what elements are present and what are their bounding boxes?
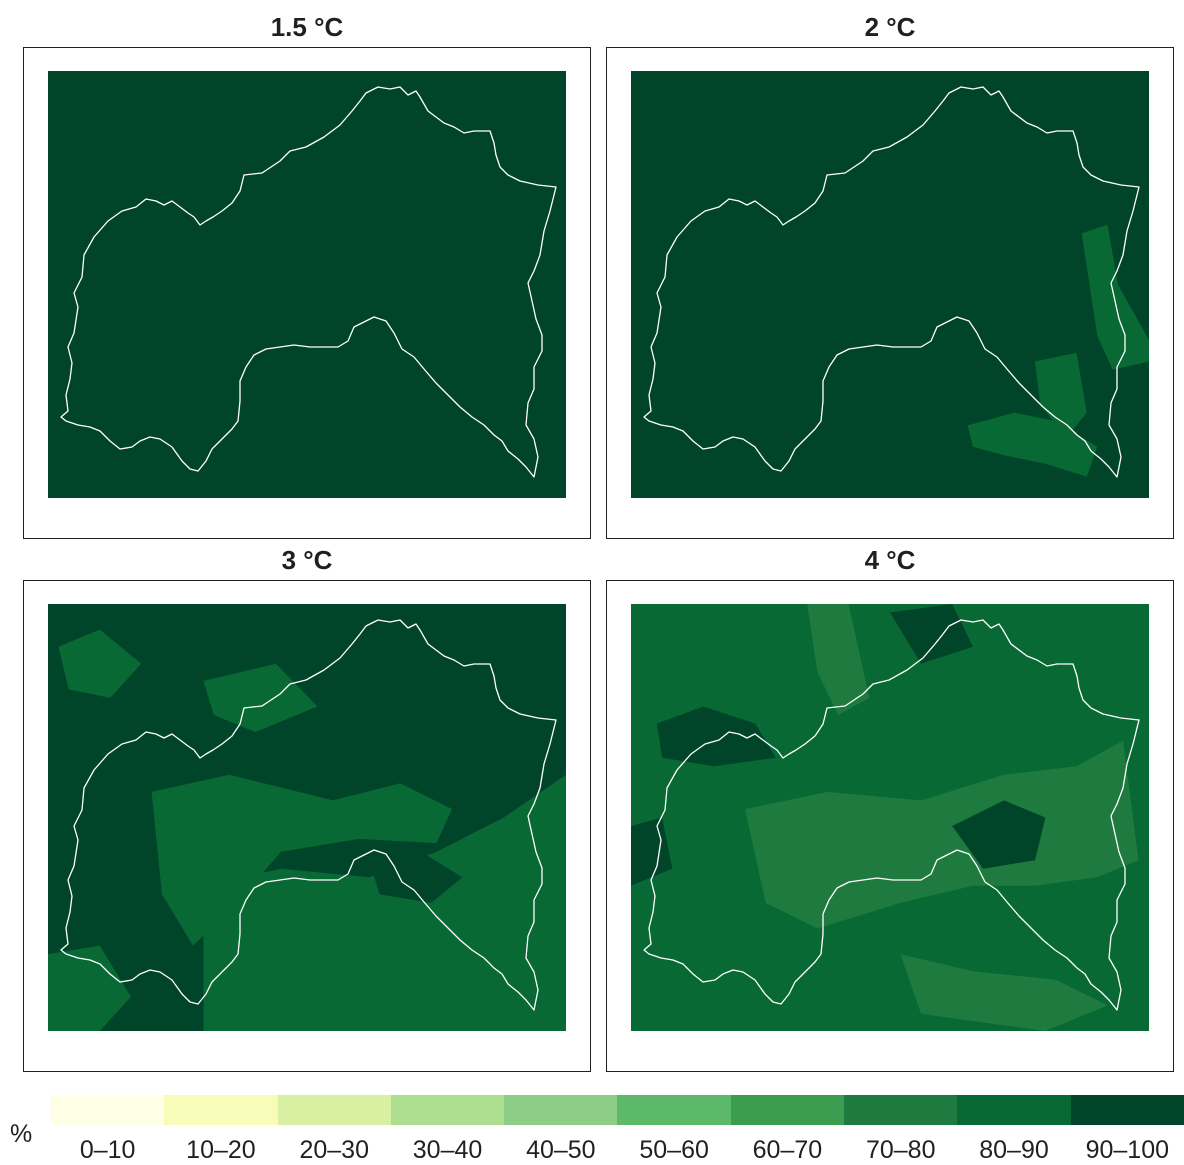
legend-swatch (1070, 1095, 1184, 1125)
map-raster-patch (890, 604, 973, 664)
legend-unit: % (10, 1120, 33, 1148)
map-raster-patch (656, 706, 776, 767)
map-raster-patch (900, 954, 1108, 1031)
legend-swatch (844, 1095, 958, 1125)
map-raster-patch (745, 740, 1139, 929)
basin-boundary (643, 619, 1140, 1011)
map (631, 604, 1149, 1031)
legend-swatch (617, 1095, 731, 1125)
basin-boundary (643, 86, 1140, 478)
legend-swatch (51, 1095, 165, 1125)
map-raster-patch (203, 774, 566, 1031)
map-raster-background (48, 71, 566, 498)
legend-label: 10–20 (186, 1136, 256, 1164)
map-raster-patch (1081, 224, 1149, 370)
map-panel-4c (606, 580, 1174, 1072)
legend-labels: 0–10 10–20 20–30 30–40 40–50 50–60 60–70 70–80 8… (51, 1136, 1184, 1165)
map-raster-patch (48, 945, 131, 1031)
legend-label: 60–70 (752, 1136, 823, 1164)
basin-boundary (60, 86, 557, 478)
map (48, 604, 566, 1031)
map (631, 71, 1149, 498)
panel-title: 4 °C (864, 545, 916, 575)
map-panel-2c (606, 47, 1174, 539)
legend-swatch (957, 1095, 1071, 1125)
legend-label: 0–10 (79, 1136, 136, 1164)
map-raster-patch (631, 817, 673, 886)
map-raster-patch (58, 629, 142, 698)
panel-title: 1.5 °C (270, 12, 344, 42)
panel-title: 2 °C (864, 12, 916, 42)
legend-swatch (504, 1095, 618, 1125)
legend-label: 90–100 (1085, 1136, 1170, 1164)
legend-swatch (390, 1095, 505, 1125)
legend-label: 80–90 (979, 1136, 1049, 1164)
legend-colorbar (51, 1095, 1184, 1125)
panel-title: 3 °C (281, 545, 333, 575)
legend-swatch (730, 1095, 845, 1125)
map-raster-patch (1035, 352, 1087, 439)
map-raster-patch (203, 663, 318, 733)
legend-swatch (164, 1095, 278, 1125)
basin-boundary (60, 619, 557, 1011)
map-panel-3c (23, 580, 591, 1072)
legend-label: 30–40 (412, 1136, 483, 1164)
legend-label: 70–80 (865, 1136, 936, 1164)
legend-swatch (277, 1095, 391, 1125)
map-panel-1-5c (23, 47, 591, 539)
map-raster-patch (807, 604, 870, 715)
legend-label: 40–50 (526, 1136, 596, 1164)
map (48, 71, 566, 498)
legend-label: 20–30 (299, 1136, 369, 1164)
legend-label: 50–60 (639, 1136, 709, 1164)
map-raster-patch (952, 800, 1046, 869)
map-raster-patch (967, 412, 1098, 477)
